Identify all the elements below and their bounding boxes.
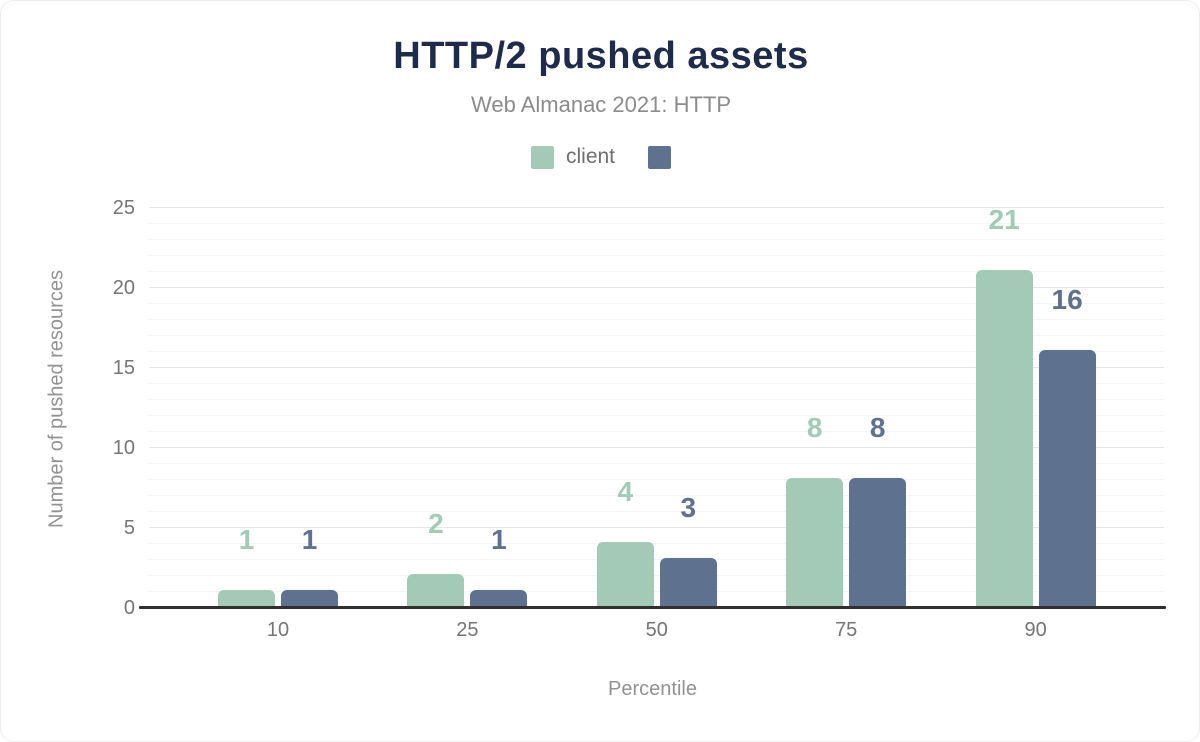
y-tick-label: 0 (123, 597, 135, 619)
x-tick-label: 10 (266, 619, 290, 641)
bar-value-label-series2-p90: 16 (1051, 284, 1083, 315)
legend-swatch-unnamed (648, 145, 672, 169)
bar-series2-p50 (659, 558, 717, 606)
bar-series2-p10 (281, 590, 338, 606)
bar-series2-p75 (849, 478, 907, 606)
gridline-major (149, 207, 1164, 208)
bar-value-label-series2-p75: 8 (869, 412, 886, 443)
x-tick-label: 75 (835, 619, 858, 641)
bar-series2-p90 (1038, 350, 1096, 606)
bar-client-p50 (596, 542, 654, 606)
gridline-minor (149, 351, 1164, 352)
gridline-minor (149, 511, 1164, 512)
y-tick-label: 10 (112, 437, 135, 459)
y-axis-title: Number of pushed resources (45, 270, 68, 528)
bar-client-p25 (407, 574, 465, 606)
bar-value-label-client-p10: 1 (238, 524, 255, 555)
gridline-minor (149, 319, 1164, 320)
gridline-major (149, 287, 1164, 288)
x-tick-label: 25 (456, 619, 479, 641)
gridline-minor (149, 559, 1164, 560)
gridline-major (149, 367, 1164, 368)
y-tick-label: 20 (112, 277, 135, 299)
bar-value-label-series2-p50: 3 (680, 492, 697, 523)
y-tick-label: 5 (123, 517, 135, 539)
bar-series2-p25 (470, 590, 528, 606)
gridline-minor (149, 335, 1164, 336)
legend: client (1, 144, 1199, 170)
bar-client-p75 (786, 478, 844, 606)
bar-value-label-series2-p10: 1 (301, 524, 318, 555)
gridline-minor (149, 271, 1164, 272)
gridline-minor (149, 495, 1164, 496)
y-tick-label: 25 (112, 197, 135, 219)
gridline-minor (149, 415, 1164, 416)
bar-value-label-client-p75: 8 (806, 412, 823, 443)
gridline-minor (149, 303, 1164, 304)
gridline-minor (149, 431, 1164, 432)
legend-item-unnamed (648, 145, 672, 169)
gridline-minor (149, 399, 1164, 400)
x-tick-label: 90 (1024, 619, 1047, 641)
gridline-minor (149, 223, 1164, 224)
bar-value-label-series2-p25: 1 (491, 524, 507, 555)
bar-client-p90 (975, 270, 1033, 606)
chart-title: HTTP/2 pushed assets (393, 35, 809, 77)
gridline-minor (149, 575, 1164, 576)
bar-value-label-client-p90: 21 (988, 204, 1020, 235)
gridline-major (149, 447, 1164, 448)
chart-subtitle: Web Almanac 2021: HTTP (470, 92, 732, 117)
bar-client-p10 (218, 590, 275, 606)
gridline-minor (149, 255, 1164, 256)
gridline-minor (149, 383, 1164, 384)
gridline-major (149, 527, 1164, 528)
bar-value-label-client-p25: 2 (428, 508, 444, 539)
x-axis-title: Percentile (608, 678, 697, 700)
bar-value-label-client-p50: 4 (617, 476, 634, 507)
x-axis-line (139, 606, 1166, 609)
legend-label: client (565, 145, 616, 168)
gridline-minor (149, 463, 1164, 464)
gridline-minor (149, 543, 1164, 544)
gridline-minor (149, 239, 1164, 240)
legend-swatch-client (530, 145, 554, 169)
gridline-minor (149, 591, 1164, 592)
x-tick-label: 50 (645, 619, 668, 641)
y-tick-label: 15 (112, 357, 135, 379)
gridline-minor (149, 479, 1164, 480)
legend-item-client: client (530, 145, 616, 169)
